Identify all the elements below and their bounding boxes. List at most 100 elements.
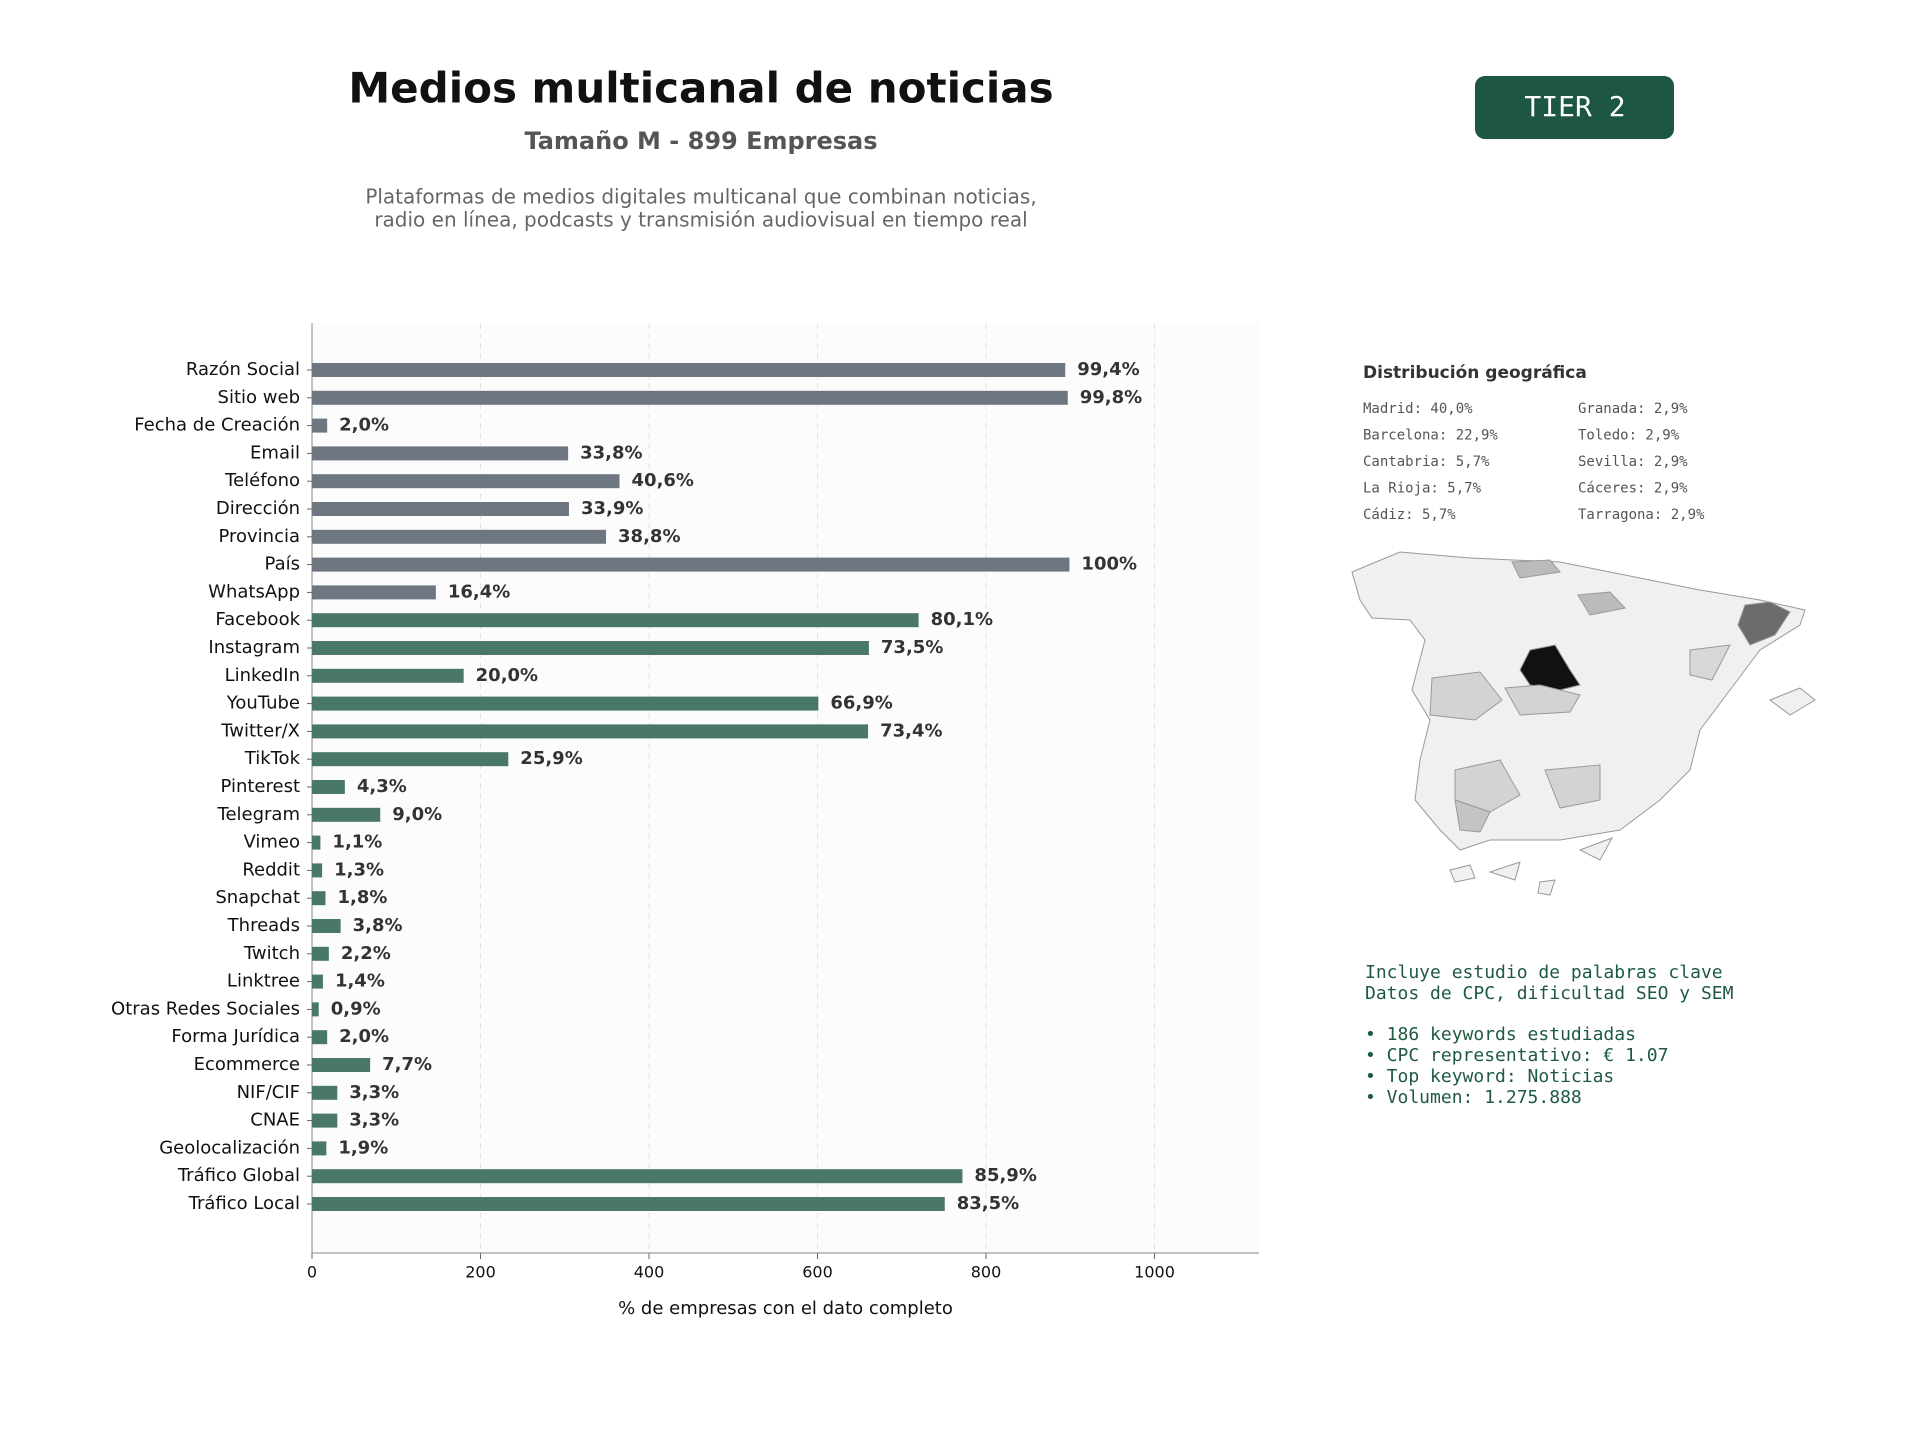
y-tick-label: Razón Social: [186, 359, 300, 380]
y-tick-label: Twitch: [243, 943, 300, 964]
badge-bg: [1475, 76, 1674, 139]
value-label: 20,0%: [476, 665, 538, 686]
y-tick-label: Threads: [227, 915, 300, 936]
bar: [312, 446, 569, 461]
bar: [312, 613, 919, 628]
geo-title: Distribución geográfica: [1363, 363, 1587, 383]
bar: [312, 863, 323, 878]
y-tick-label: Linktree: [227, 971, 300, 992]
bar: [312, 1030, 328, 1045]
value-label: 2,2%: [341, 943, 391, 964]
keyword-bullet: • CPC representativo: € 1.07: [1365, 1045, 1668, 1066]
geo-item: Cádiz: 5,7%: [1363, 507, 1456, 523]
x-axis-label: % de empresas con el dato completo: [618, 1298, 953, 1319]
y-tick-label: Tráfico Local: [188, 1193, 300, 1214]
bar: [312, 418, 328, 433]
bar: [312, 752, 509, 767]
map-cadiz: [1454, 799, 1491, 833]
bar: [312, 835, 321, 850]
value-label: 2,0%: [339, 1026, 389, 1047]
value-label: 3,3%: [349, 1082, 399, 1103]
y-tick-label: Instagram: [208, 637, 300, 658]
y-tick-label: Snapchat: [215, 887, 300, 908]
value-label: 7,7%: [382, 1054, 432, 1075]
value-label: 9,0%: [392, 804, 442, 825]
bar: [312, 891, 326, 906]
map-granada: [1544, 764, 1601, 809]
bar: [312, 946, 329, 961]
geo-item: Cáceres: 2,9%: [1578, 481, 1688, 497]
map-cantabria: [1511, 559, 1561, 579]
y-tick-label: Teléfono: [224, 470, 300, 491]
bar: [312, 1169, 963, 1184]
value-label: 80,1%: [931, 609, 993, 630]
value-label: 40,6%: [632, 470, 694, 491]
value-label: 66,9%: [830, 693, 892, 714]
bar: [312, 919, 341, 933]
keyword-intro: Incluye estudio de palabras clave: [1365, 962, 1723, 983]
plot-bg: [312, 323, 1259, 1253]
y-tick-label: Reddit: [242, 859, 300, 880]
value-label: 16,4%: [448, 581, 510, 602]
map-madrid: [1519, 644, 1581, 691]
value-label: 100%: [1081, 554, 1137, 575]
value-label: 1,9%: [338, 1137, 388, 1158]
bar: [312, 696, 819, 711]
y-tick-label: YouTube: [226, 693, 300, 714]
bar: [312, 1141, 327, 1156]
y-tick-label: Email: [250, 442, 300, 463]
y-tick-label: Vimeo: [243, 832, 300, 853]
value-label: 4,3%: [357, 776, 407, 797]
value-label: 83,5%: [957, 1193, 1019, 1214]
bar: [312, 529, 607, 544]
value-label: 3,8%: [353, 915, 403, 936]
map-tarragona: [1689, 644, 1731, 681]
bar: [312, 1058, 371, 1072]
bar: [312, 724, 869, 739]
value-label: 1,3%: [334, 859, 384, 880]
y-tick-label: Geolocalización: [159, 1137, 300, 1158]
map-sevilla: [1454, 759, 1521, 813]
bar: [312, 390, 1068, 405]
y-tick-label: Forma Jurídica: [171, 1026, 300, 1047]
bar: [312, 1197, 945, 1211]
bar: [312, 502, 569, 516]
y-tick-label: Otras Redes Sociales: [111, 998, 300, 1019]
value-label: 0,9%: [331, 998, 381, 1019]
value-label: 2,0%: [339, 415, 389, 436]
geo-item: Sevilla: 2,9%: [1578, 454, 1688, 470]
badge: TIER 2: [1524, 90, 1625, 123]
value-label: 3,3%: [349, 1110, 399, 1131]
x-tick-label: 400: [634, 1263, 665, 1282]
map-canarias: [1449, 837, 1614, 896]
y-tick-label: LinkedIn: [225, 665, 300, 686]
y-tick-label: Fecha de Creación: [134, 415, 300, 436]
bar: [312, 363, 1066, 377]
x-tick-label: 0: [307, 1263, 317, 1282]
description: radio en línea, podcasts y transmisión a…: [374, 208, 1027, 232]
bar: [312, 557, 1070, 572]
keyword-bullet: • 186 keywords estudiadas: [1365, 1024, 1636, 1045]
bar: [312, 974, 323, 989]
y-tick-label: NIF/CIF: [237, 1082, 300, 1103]
y-tick-label: País: [265, 554, 300, 575]
bar: [312, 807, 381, 822]
y-tick-label: Twitter/X: [220, 720, 300, 741]
map-baleares: [1768, 687, 1816, 716]
x-tick-label: 1000: [1134, 1263, 1175, 1282]
map-toledo: [1504, 684, 1581, 716]
bar: [312, 585, 436, 600]
value-label: 1,1%: [332, 832, 382, 853]
y-tick-label: Pinterest: [220, 776, 300, 797]
keyword-intro: Datos de CPC, dificultad SEO y SEM: [1365, 983, 1734, 1004]
y-tick-label: CNAE: [250, 1110, 300, 1131]
y-tick-label: Provincia: [218, 526, 300, 547]
value-label: 99,4%: [1077, 359, 1139, 380]
bar: [312, 1002, 319, 1017]
bar: [312, 474, 620, 489]
keyword-bullet: • Top keyword: Noticias: [1365, 1066, 1614, 1087]
keyword-bullet: • Volumen: 1.275.888: [1365, 1087, 1582, 1108]
y-tick-label: Ecommerce: [194, 1054, 300, 1075]
geo-item: Cantabria: 5,7%: [1363, 454, 1490, 470]
